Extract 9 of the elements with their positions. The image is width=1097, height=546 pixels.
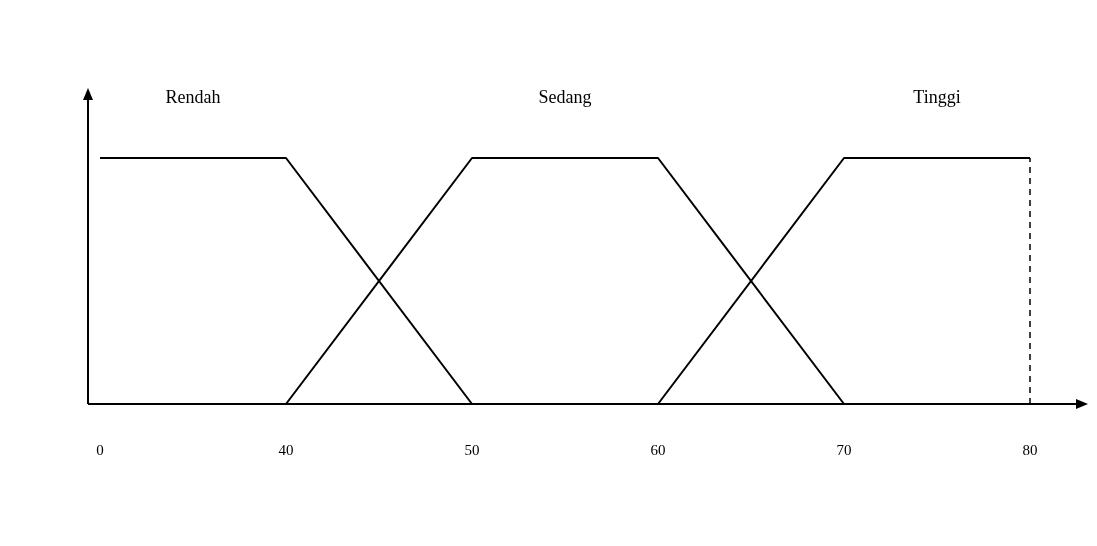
- x-tick-label: 0: [96, 441, 104, 458]
- text: Sedang: [538, 87, 592, 107]
- x-tick-label: 80: [1022, 441, 1038, 458]
- x-tick-label: 40: [278, 441, 294, 458]
- text: Rendah: [165, 87, 221, 107]
- text: Tinggi: [913, 87, 961, 107]
- x-tick-label: 70: [836, 441, 852, 458]
- x-tick-label: 50: [464, 441, 480, 458]
- x-tick-label: 60: [650, 441, 666, 458]
